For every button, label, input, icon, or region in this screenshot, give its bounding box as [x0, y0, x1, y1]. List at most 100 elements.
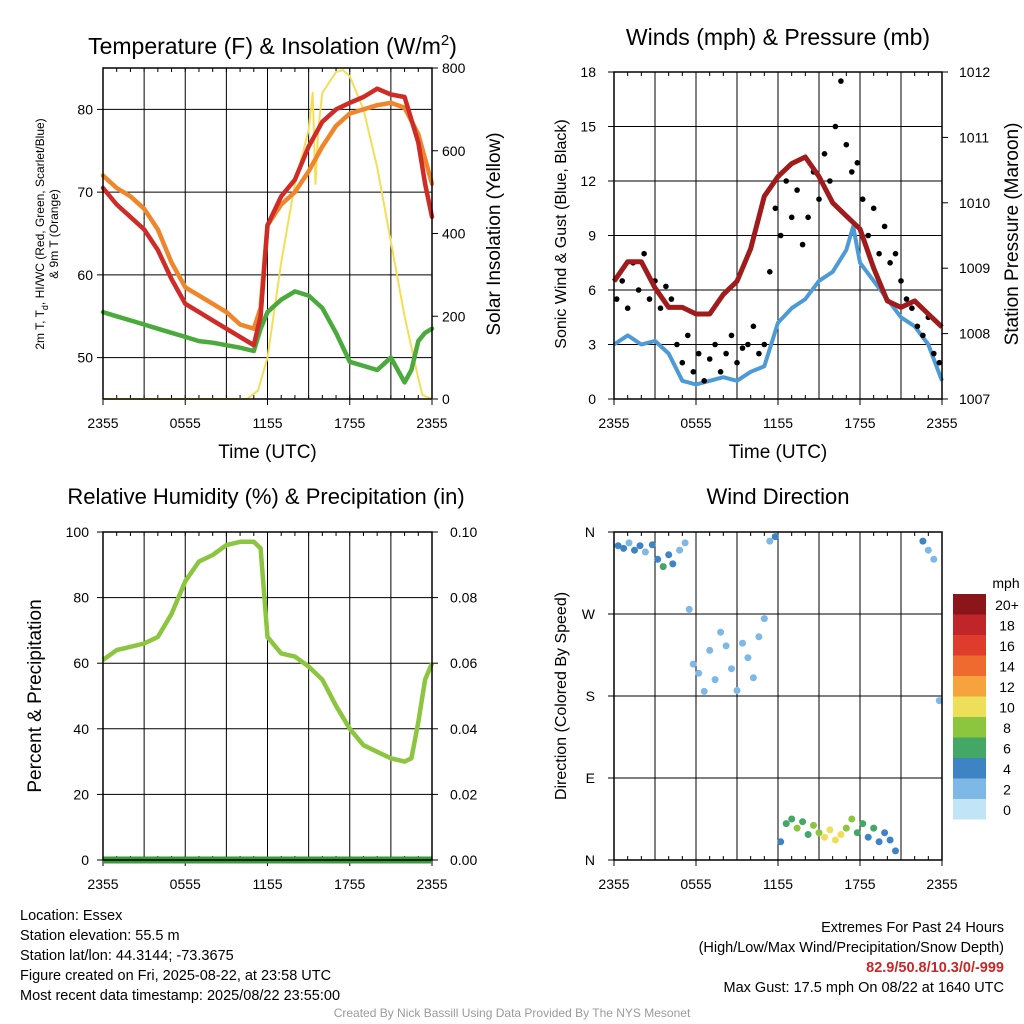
extremes-legend: (High/Low/Max Wind/Precipitation/Snow De… — [698, 940, 1004, 956]
x-tick-label: 1755 — [844, 415, 875, 431]
y2-tick-label: 200 — [442, 308, 466, 324]
y-tick-label: 18 — [580, 64, 596, 80]
gust-point — [794, 187, 800, 193]
gust-point — [788, 214, 795, 221]
colorbar-swatch — [953, 676, 986, 697]
x-tick-label: 0555 — [680, 876, 711, 892]
colorbar-swatch — [953, 655, 986, 676]
plot-frame — [613, 531, 943, 861]
series-line — [102, 69, 433, 400]
x-tick-label: 1755 — [334, 876, 365, 892]
direction-point — [620, 544, 628, 552]
direction-point — [777, 838, 785, 846]
y2-tick-label: 600 — [442, 143, 466, 159]
direction-point — [837, 831, 845, 838]
gust-point — [870, 205, 877, 212]
colorbar-label: 12 — [999, 679, 1015, 695]
gust-point — [674, 341, 680, 348]
direction-point — [665, 551, 673, 559]
colorbar-title: mph — [992, 575, 1019, 591]
gust-point — [909, 305, 915, 312]
recent-data-timestamp: Most recent data timestamp: 2025/08/22 2… — [20, 988, 341, 1004]
y-tick-label: 80 — [73, 590, 89, 606]
gust-point — [657, 305, 664, 312]
gust-point — [843, 141, 850, 148]
series-line — [100, 86, 435, 348]
x-tick-label: 1755 — [844, 876, 875, 892]
gust-point — [936, 359, 943, 366]
colorbar-swatch — [953, 758, 986, 779]
gust-point — [799, 241, 806, 248]
x-tick-label: 2355 — [87, 415, 118, 431]
gust-point — [805, 214, 811, 221]
y-tick-label: 0 — [81, 852, 89, 868]
y2-tick-label: 0.04 — [450, 721, 477, 737]
gust-point — [706, 356, 713, 362]
direction-point — [641, 548, 649, 556]
gust-point — [619, 278, 625, 284]
y2-tick-label: 0.00 — [450, 852, 477, 868]
x-tick-label: 0555 — [170, 415, 201, 431]
direction-point — [631, 546, 638, 554]
direction-point — [821, 833, 828, 841]
colorbar-label: 16 — [999, 638, 1015, 654]
direction-point — [654, 555, 662, 563]
gust-point — [761, 341, 768, 348]
y2-tick-label: 400 — [442, 226, 466, 242]
direction-point — [728, 665, 735, 673]
direction-point — [930, 555, 938, 563]
direction-point — [799, 818, 807, 826]
gust-point — [712, 341, 718, 348]
direction-point — [689, 660, 697, 668]
gust-point — [827, 178, 833, 184]
y2-tick-label: 0.08 — [450, 590, 477, 606]
gust-point — [887, 260, 893, 266]
gust-point — [663, 283, 669, 290]
direction-point — [815, 829, 823, 837]
direction-point — [924, 546, 932, 554]
gust-point — [745, 341, 751, 348]
gust-point — [685, 332, 691, 339]
direction-point — [717, 628, 725, 636]
gust-point — [898, 278, 904, 284]
gust-point — [772, 205, 779, 212]
humidity-line — [101, 539, 435, 764]
direction-point — [782, 820, 790, 828]
x-tick-label: 2355 — [416, 876, 447, 892]
chart-title-suffix: ) — [449, 33, 457, 59]
y-tick-label: 60 — [73, 655, 89, 671]
direction-point — [892, 847, 899, 855]
colorbar-swatch — [953, 594, 986, 615]
direction-point — [711, 676, 719, 684]
direction-point — [722, 642, 730, 650]
y2-tick-label: 1010 — [959, 195, 990, 211]
y2-tick-label: 800 — [442, 60, 466, 76]
direction-point — [853, 829, 861, 837]
y2-tick-label: 0.06 — [450, 655, 477, 671]
direction-point — [881, 829, 889, 837]
y2-axis-label: Solar Insolation (Yellow) — [484, 132, 505, 335]
gust-point — [728, 332, 735, 339]
colorbar-label: 6 — [1003, 741, 1011, 757]
colorbar-label: 2 — [1003, 782, 1011, 798]
gust-point — [690, 369, 697, 375]
gust-point — [816, 196, 822, 202]
direction-point — [669, 560, 677, 568]
y-axis-label: Direction (Colored By Speed) — [553, 592, 570, 800]
direction-point — [826, 826, 834, 834]
y2-tick-label: 0 — [442, 391, 450, 407]
direction-point — [788, 815, 796, 823]
station-info: Location: Essex Station elevation: 55.5 … — [20, 906, 340, 1006]
y2-tick-label: 1007 — [959, 391, 990, 407]
x-tick-label: 2355 — [87, 876, 118, 892]
direction-point — [793, 824, 801, 832]
gust-point — [854, 160, 861, 166]
direction-point — [749, 674, 757, 682]
gust-point — [876, 250, 882, 257]
colorbar-label: 14 — [999, 659, 1015, 675]
y2-axis-label: Station Pressure (Maroon) — [1002, 123, 1023, 346]
chart-title-sup: 2 — [441, 32, 449, 49]
extremes-title: Extremes For Past 24 Hours — [821, 920, 1004, 936]
y-axis-label: Percent & Precipitation — [25, 599, 46, 792]
y-tick-label: 9 — [588, 228, 596, 244]
